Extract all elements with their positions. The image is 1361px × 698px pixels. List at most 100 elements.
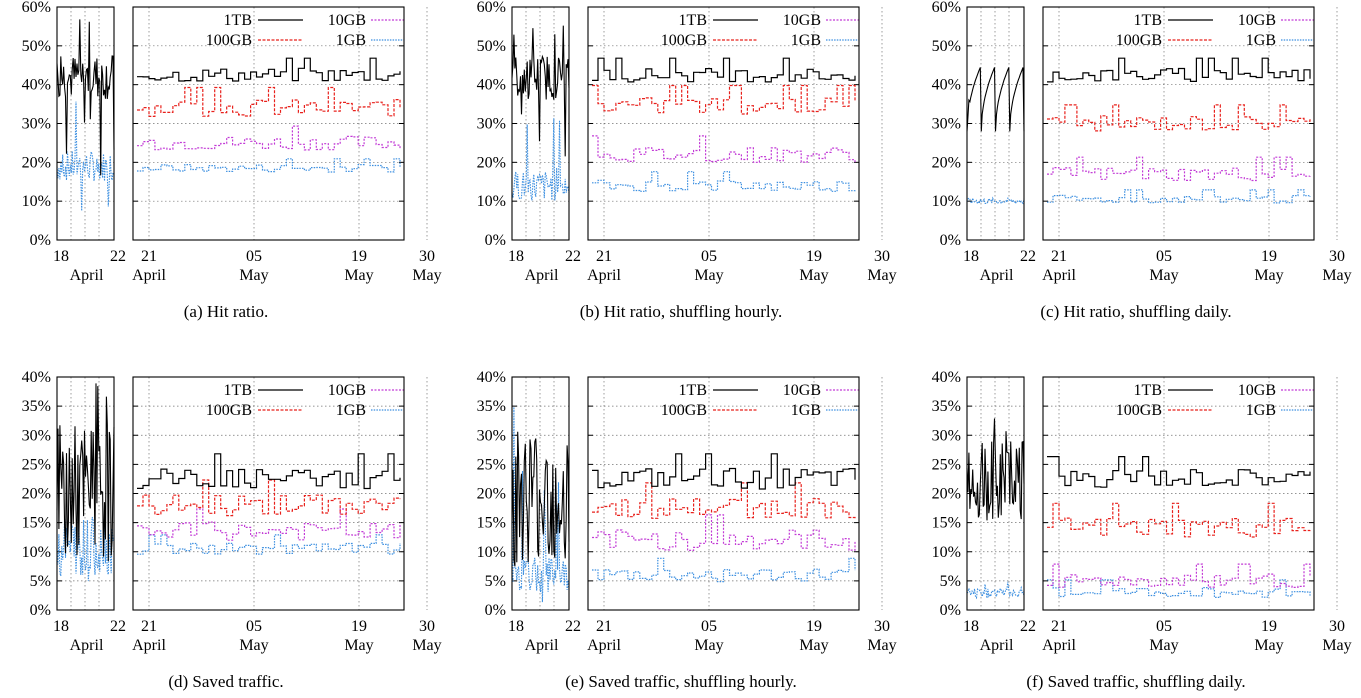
- plot-frame-right: [1042, 6, 1315, 241]
- y-tick-label: 20%: [932, 486, 961, 503]
- y-tick-label: 20%: [477, 154, 506, 171]
- series-line-1GB: [1047, 579, 1311, 598]
- x-tick-label: 18: [53, 618, 69, 635]
- x-tick-label: 21: [1051, 248, 1067, 265]
- plot-frame-right: [587, 6, 860, 241]
- legend-label: 1GB: [1246, 32, 1276, 49]
- legend-label: 1TB: [224, 12, 252, 29]
- x-tick-sublabel: April: [70, 267, 104, 284]
- x-tick-label: 19: [1261, 618, 1277, 635]
- series-line-1GB: [592, 557, 856, 583]
- series-line-1GB: [137, 158, 401, 173]
- series-line-1TB: [592, 453, 856, 490]
- series-line-1GB: [137, 534, 401, 555]
- series-line-1TB: [1047, 456, 1311, 488]
- series-line-10GB: [592, 135, 856, 163]
- chart-panel-6: 0% 5% 10% 15% 20% 25% 30% 35% 40% 18 22 April 1TB 10G…: [932, 369, 1352, 691]
- legend-label: 1TB: [1134, 382, 1162, 399]
- legend-label: 1GB: [336, 402, 366, 419]
- panel-caption: (d) Saved traffic.: [168, 672, 283, 691]
- x-tick-sublabel: May: [239, 637, 268, 654]
- legend-label: 100GB: [661, 32, 707, 49]
- y-tick-label: 40%: [477, 77, 506, 94]
- x-tick-sublabel: May: [694, 267, 723, 284]
- x-tick-label: 19: [351, 248, 367, 265]
- y-tick-label: 25%: [477, 456, 506, 473]
- legend-label: 100GB: [1116, 402, 1162, 419]
- legend-label: 1GB: [336, 32, 366, 49]
- x-tick-label: 05: [246, 248, 262, 265]
- legend-label: 100GB: [661, 402, 707, 419]
- series-line-10GB: [137, 125, 401, 151]
- x-tick-sublabel: May: [1149, 637, 1178, 654]
- y-tick-label: 10%: [932, 193, 961, 210]
- y-tick-label: 30%: [477, 116, 506, 133]
- legend-label: 100GB: [206, 32, 252, 49]
- plot-frame-right: [132, 376, 405, 611]
- x-tick-label: 05: [246, 618, 262, 635]
- y-tick-label: 20%: [932, 154, 961, 171]
- series-line-1TB: [137, 57, 401, 82]
- y-tick-label: 30%: [22, 116, 51, 133]
- series-line-10GB: [1047, 563, 1311, 588]
- y-tick-label: 40%: [477, 369, 506, 386]
- y-tick-label: 25%: [22, 456, 51, 473]
- series-line-left-1TB: [56, 383, 115, 562]
- plot-frame-left: [966, 376, 1025, 611]
- x-tick-label: 18: [963, 248, 979, 265]
- legend-label: 10GB: [328, 12, 366, 29]
- y-tick-label: 10%: [477, 544, 506, 561]
- plot-frame-right: [1042, 376, 1315, 611]
- y-tick-label: 40%: [22, 369, 51, 386]
- x-tick-label: 30: [419, 618, 435, 635]
- x-tick-label: 05: [701, 618, 717, 635]
- y-tick-label: 60%: [22, 0, 51, 16]
- y-tick-label: 10%: [477, 193, 506, 210]
- series-line-100GB: [1047, 502, 1311, 538]
- y-tick-label: 60%: [477, 0, 506, 16]
- legend-label: 10GB: [1238, 12, 1276, 29]
- x-tick-label: 22: [110, 618, 126, 635]
- x-tick-sublabel: May: [344, 267, 373, 284]
- y-tick-label: 35%: [22, 398, 51, 415]
- y-tick-label: 15%: [932, 515, 961, 532]
- x-tick-label: 30: [1329, 618, 1345, 635]
- y-tick-label: 20%: [22, 154, 51, 171]
- x-tick-label: 19: [806, 618, 822, 635]
- x-tick-label: 05: [1156, 618, 1172, 635]
- x-tick-sublabel: May: [1322, 267, 1351, 284]
- x-tick-label: 22: [565, 618, 581, 635]
- legend-label: 10GB: [783, 382, 821, 399]
- x-tick-label: 18: [508, 248, 524, 265]
- y-tick-label: 15%: [22, 515, 51, 532]
- x-tick-label: 21: [1051, 618, 1067, 635]
- series-line-left-1TB: [966, 418, 1025, 521]
- x-tick-sublabel: May: [239, 267, 268, 284]
- x-tick-sublabel: May: [412, 267, 441, 284]
- panel-caption: (e) Saved traffic, shuffling hourly.: [565, 672, 796, 691]
- panel-caption: (f) Saved traffic, shuffling daily.: [1026, 672, 1245, 691]
- series-line-left-1TB: [511, 431, 570, 567]
- plot-frame-right: [132, 6, 405, 241]
- series-line-1TB: [137, 453, 401, 490]
- plot-frame-left: [511, 6, 570, 241]
- x-tick-sublabel: May: [867, 637, 896, 654]
- series-line-10GB: [137, 508, 401, 541]
- x-tick-label: 22: [1020, 618, 1036, 635]
- x-tick-sublabel: April: [980, 267, 1014, 284]
- y-tick-label: 40%: [22, 77, 51, 94]
- x-tick-sublabel: May: [1254, 637, 1283, 654]
- y-tick-label: 50%: [932, 38, 961, 55]
- y-tick-label: 0%: [485, 602, 506, 619]
- x-tick-label: 30: [874, 618, 890, 635]
- series-line-10GB: [592, 514, 856, 551]
- x-tick-label: 21: [596, 618, 612, 635]
- x-tick-label: 21: [141, 248, 157, 265]
- x-tick-sublabel: May: [412, 637, 441, 654]
- plot-frame-left: [56, 6, 115, 241]
- series-line-left-1TB: [511, 25, 570, 157]
- series-line-left-1TB: [966, 67, 1025, 132]
- y-tick-label: 40%: [932, 369, 961, 386]
- x-tick-label: 22: [1020, 248, 1036, 265]
- y-tick-label: 5%: [485, 573, 506, 590]
